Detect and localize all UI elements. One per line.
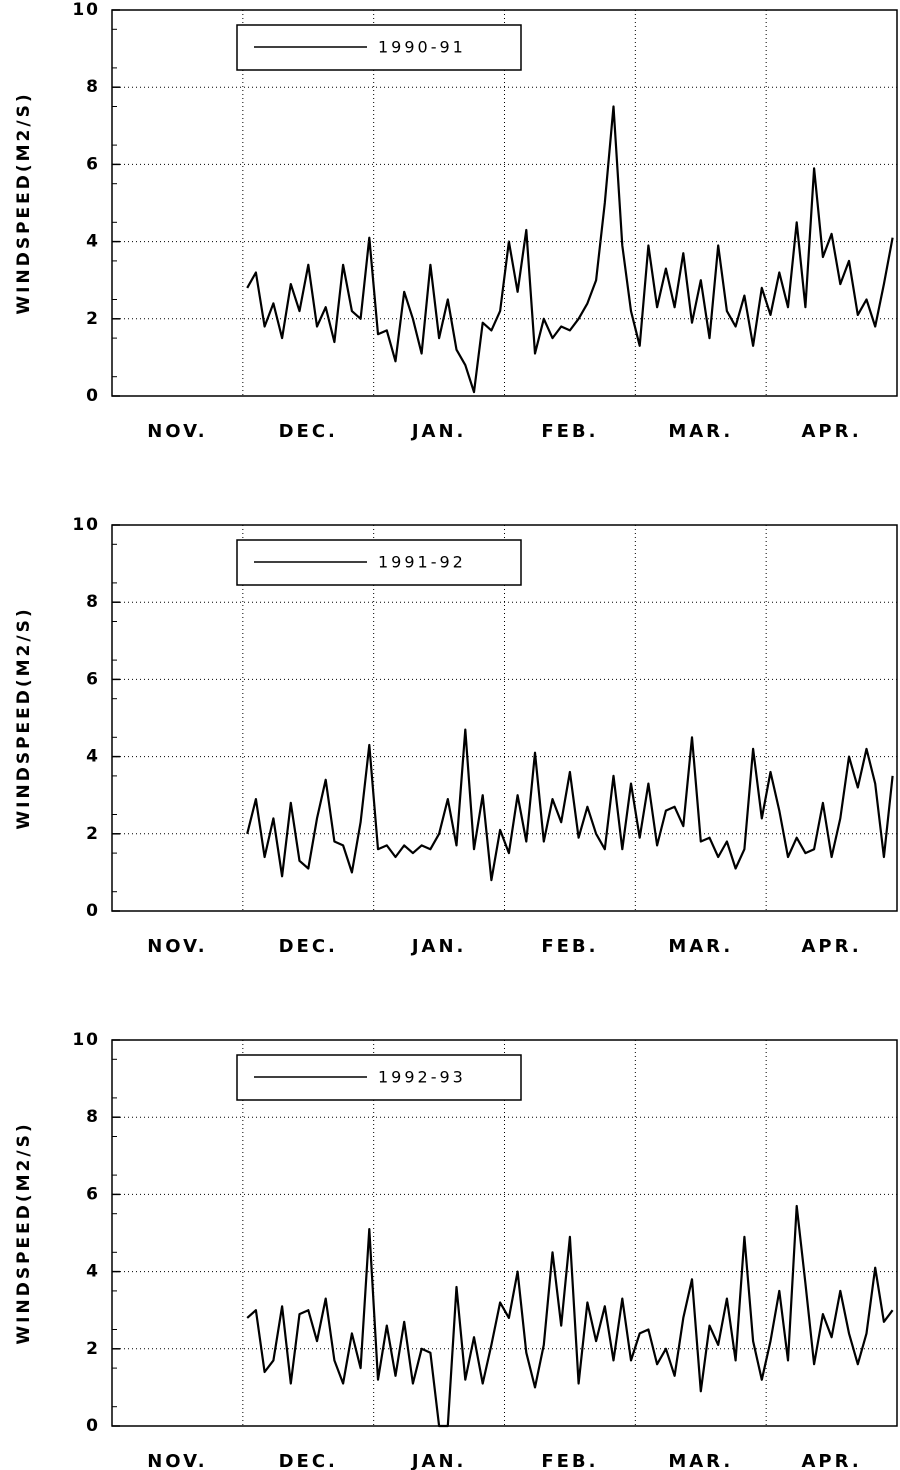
y-tick-label: 8 bbox=[86, 1107, 100, 1127]
x-tick-label: DEC. bbox=[279, 421, 338, 442]
legend-label: 1990-91 bbox=[378, 38, 466, 57]
y-axis-label: WINDSPEED(M2/S) bbox=[14, 91, 34, 314]
plot-frame bbox=[111, 9, 898, 397]
x-tick-label: NOV. bbox=[147, 421, 207, 442]
y-axis-label: WINDSPEED(M2/S) bbox=[14, 1121, 34, 1344]
x-tick-label: NOV. bbox=[147, 936, 207, 957]
x-tick-label: APR. bbox=[802, 421, 862, 442]
y-tick-label: 2 bbox=[86, 824, 100, 844]
x-tick-label: FEB. bbox=[541, 421, 598, 442]
data-line bbox=[246, 728, 894, 882]
y-tick-label: 8 bbox=[86, 592, 100, 612]
x-tick-label: DEC. bbox=[279, 1451, 338, 1470]
x-tick-label: JAN. bbox=[410, 936, 467, 957]
x-tick-label: APR. bbox=[802, 936, 862, 957]
x-tick-label: MAR. bbox=[668, 1451, 733, 1470]
y-tick-label: 10 bbox=[72, 515, 100, 535]
legend-label: 1992-93 bbox=[378, 1068, 466, 1087]
plot-frame bbox=[111, 1039, 898, 1427]
y-tick-label: 0 bbox=[86, 386, 100, 406]
y-tick-label: 4 bbox=[86, 1262, 100, 1282]
x-tick-label: FEB. bbox=[541, 936, 598, 957]
x-tick-label: FEB. bbox=[541, 1451, 598, 1470]
y-axis-label: WINDSPEED(M2/S) bbox=[14, 606, 34, 829]
y-tick-label: 6 bbox=[86, 154, 100, 174]
x-tick-label: JAN. bbox=[410, 1451, 467, 1470]
x-tick-label: JAN. bbox=[410, 421, 467, 442]
y-tick-label: 4 bbox=[86, 232, 100, 252]
x-tick-label: MAR. bbox=[668, 421, 733, 442]
y-tick-label: 8 bbox=[86, 77, 100, 97]
y-tick-label: 0 bbox=[86, 1416, 100, 1436]
y-tick-label: 2 bbox=[86, 1339, 100, 1359]
y-tick-label: 6 bbox=[86, 669, 100, 689]
data-line bbox=[246, 105, 894, 394]
data-line bbox=[246, 1204, 894, 1428]
x-tick-label: MAR. bbox=[668, 936, 733, 957]
x-tick-label: APR. bbox=[802, 1451, 862, 1470]
panel: 0 2 4 6 8 10 NOV. DEC. JAN. FEB. MAR. APR. WINDSPEED… bbox=[14, 1030, 898, 1470]
y-tick-label: 4 bbox=[86, 747, 100, 767]
x-tick-label: DEC. bbox=[279, 936, 338, 957]
plot-frame bbox=[111, 524, 898, 912]
y-tick-label: 2 bbox=[86, 309, 100, 329]
legend-label: 1991-92 bbox=[378, 553, 466, 572]
y-tick-label: 10 bbox=[72, 0, 100, 20]
y-tick-label: 6 bbox=[86, 1184, 100, 1204]
x-tick-label: NOV. bbox=[147, 1451, 207, 1470]
panel: 0 2 4 6 8 10 NOV. DEC. JAN. FEB. MAR. APR. WINDSPEED… bbox=[14, 515, 898, 957]
panel: 0 2 4 6 8 10 NOV. DEC. JAN. FEB. MAR. APR. WINDSPEED… bbox=[14, 0, 898, 442]
y-tick-label: 0 bbox=[86, 901, 100, 921]
y-tick-label: 10 bbox=[72, 1030, 100, 1050]
